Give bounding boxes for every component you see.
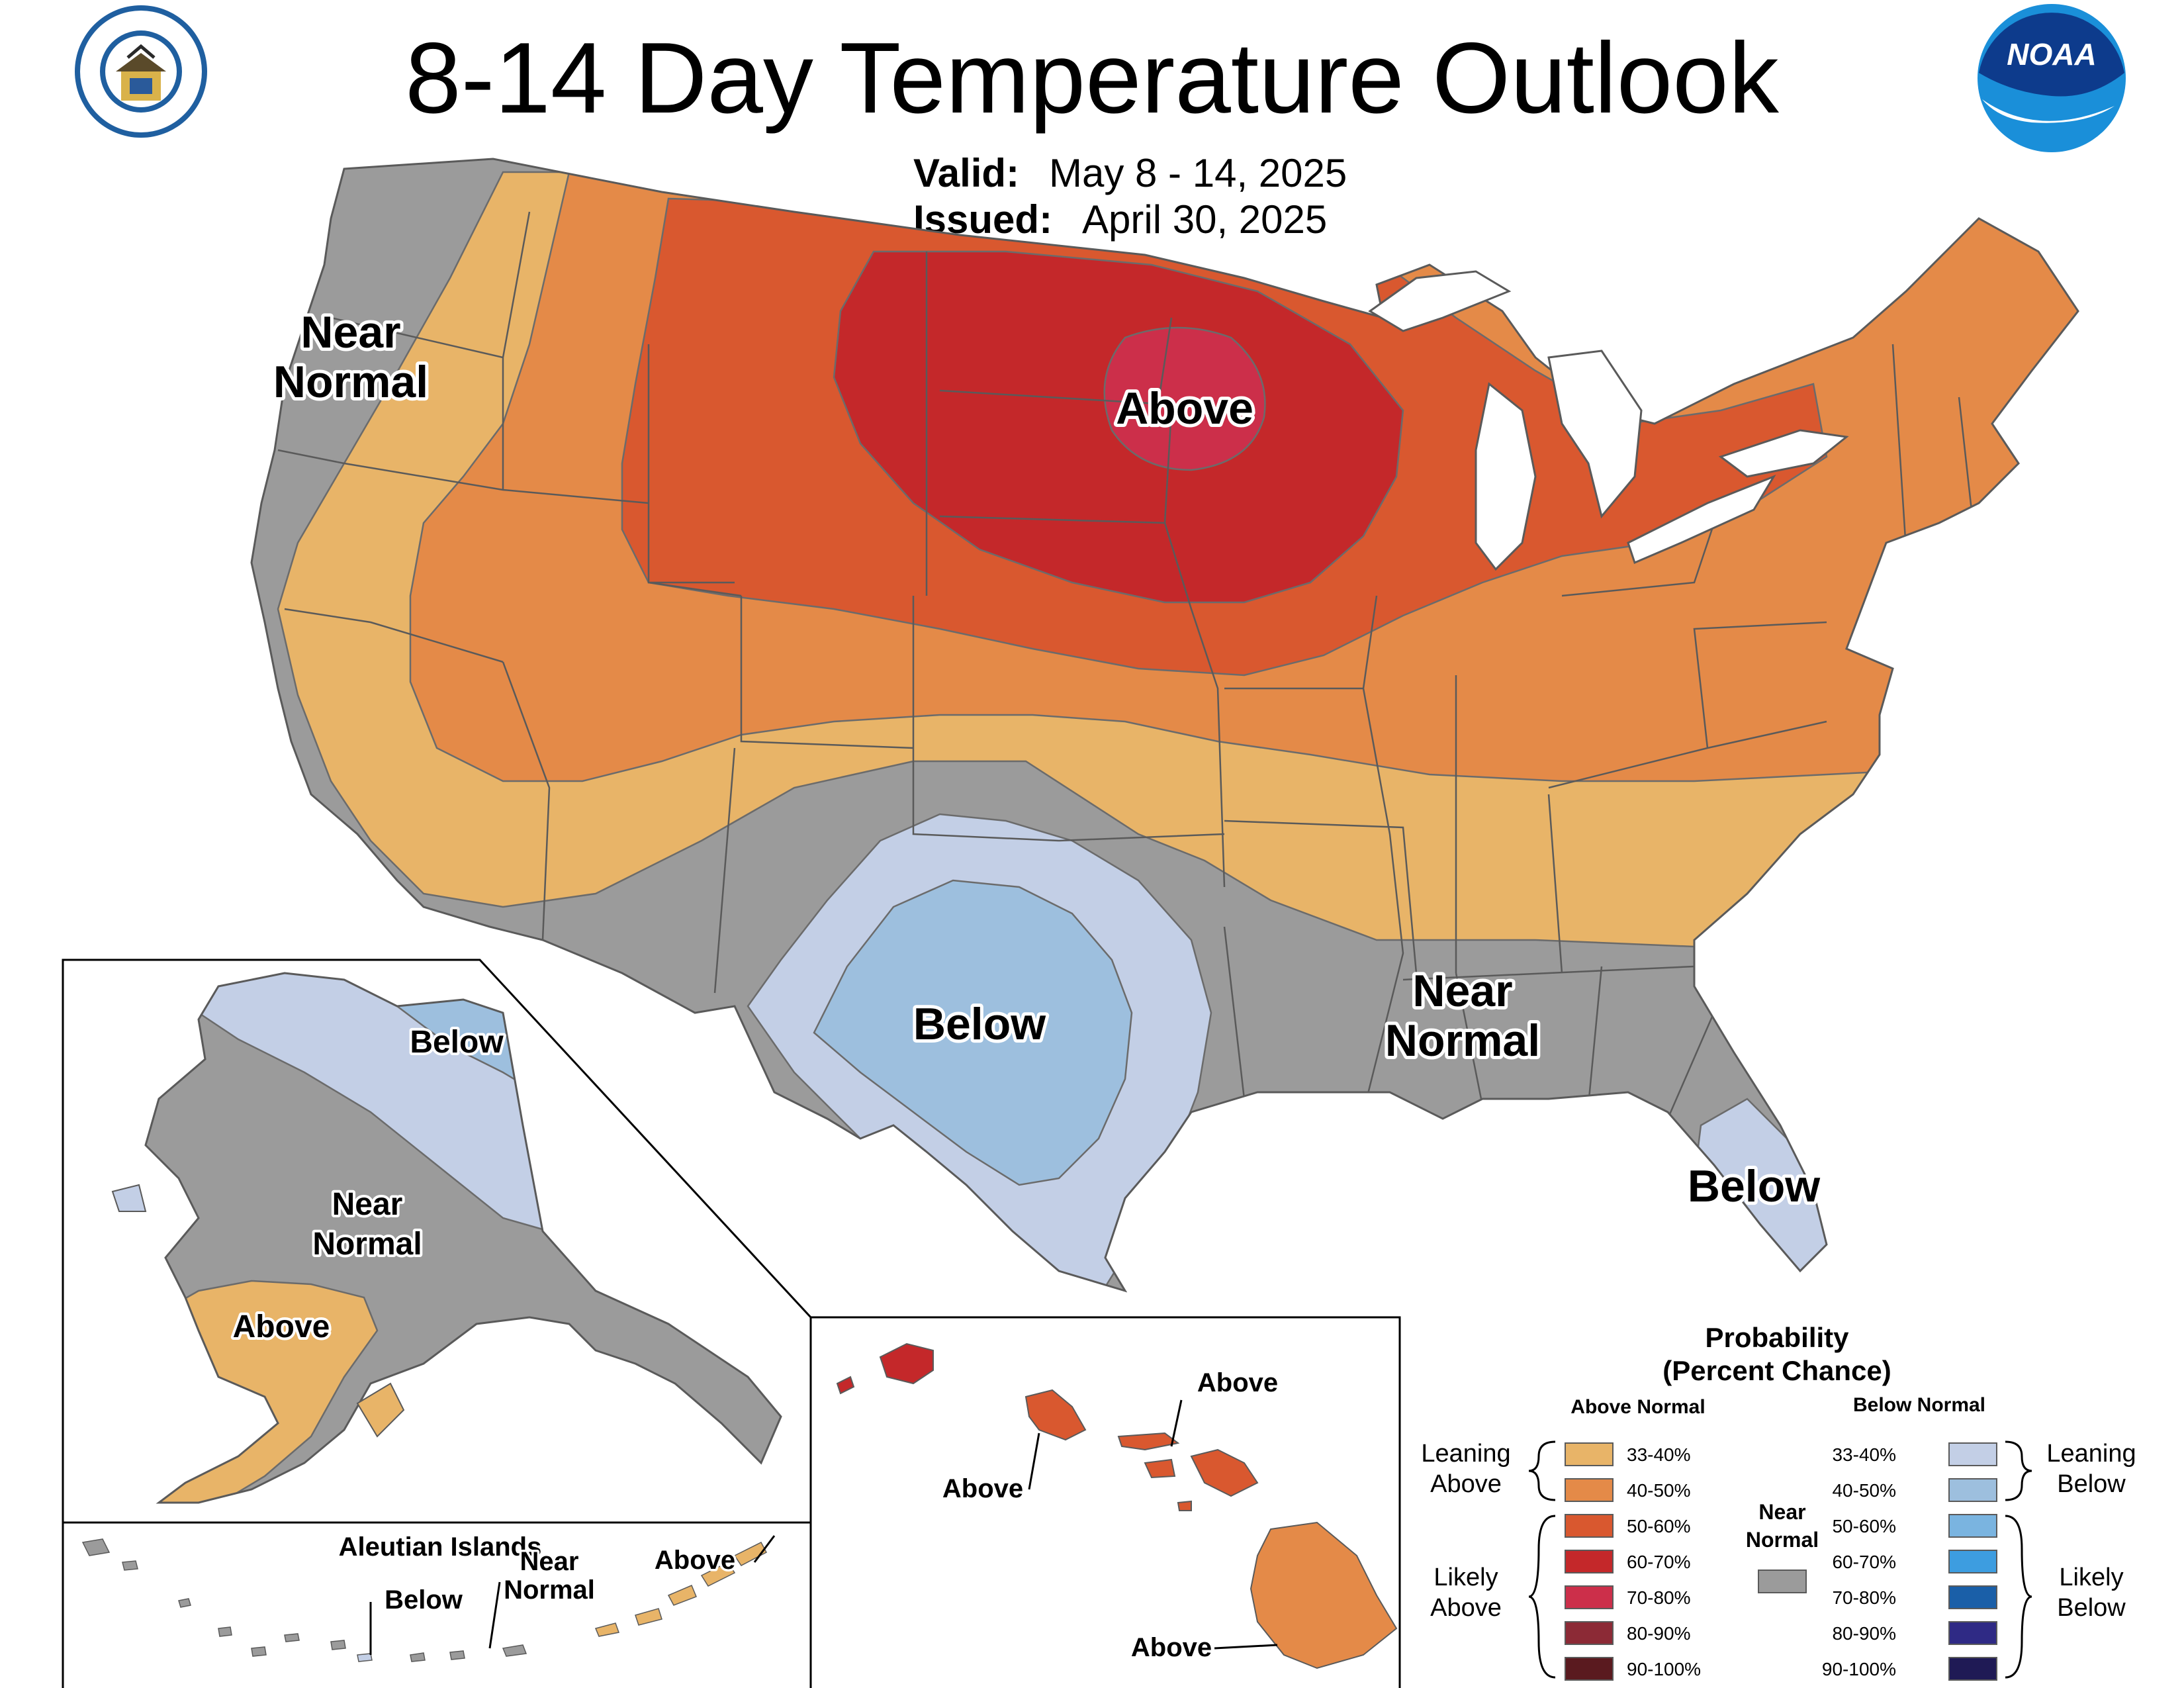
legend-leaning-above-1: Leaning <box>1421 1440 1510 1468</box>
valid-label: Valid: <box>913 151 1019 195</box>
legend-below-row: 70-80% <box>1832 1587 1896 1608</box>
legend-above-row: 40-50% <box>1627 1480 1691 1501</box>
swatch-below-33-40 <box>1948 1442 1997 1466</box>
swatch-below-40-50 <box>1948 1478 1997 1502</box>
issued-date: April 30, 2025 <box>1082 197 1327 242</box>
swatch-above-90-100 <box>1565 1657 1614 1681</box>
legend-below-row: 90-100% <box>1822 1659 1896 1679</box>
label-above-north: Above <box>1116 383 1253 434</box>
great-lakes <box>1368 270 1849 571</box>
legend-leaning-below-1: Leaning <box>2046 1440 2136 1468</box>
label-below-south: Below <box>913 999 1046 1049</box>
label-hawaii-above-big-island: Above <box>1131 1633 1212 1662</box>
legend-below-row: 40-50% <box>1832 1480 1896 1501</box>
legend-below-row: 50-60% <box>1832 1516 1896 1536</box>
legend-above-row: 60-70% <box>1627 1552 1691 1572</box>
swatch-above-60-70 <box>1565 1550 1614 1573</box>
label-hawaii-above-oahu: Above <box>942 1474 1023 1503</box>
label-near-normal-south-1: Near <box>1412 966 1512 1016</box>
hawaii-inset: Above Above Above <box>809 1316 1401 1688</box>
swatch-above-80-90 <box>1565 1621 1614 1645</box>
label-near-normal-south-2: Normal <box>1385 1015 1540 1066</box>
legend-above-header: Above Normal <box>1570 1396 1705 1418</box>
noaa-logo-icon: NOAA <box>1978 4 2126 152</box>
valid-date: May 8 - 14, 2025 <box>1049 151 1347 195</box>
alaska-inset: Below Near Normal Above <box>62 959 812 1524</box>
svg-text:NOAA: NOAA <box>2007 37 2096 71</box>
label-aleutian-above: Above <box>655 1546 735 1575</box>
swatch-below-50-60 <box>1948 1514 1997 1538</box>
label-ak-near-normal-1: Near <box>332 1187 403 1222</box>
legend-near-normal-1: Near <box>1758 1500 1805 1524</box>
department-of-commerce-seal-icon <box>75 5 207 138</box>
label-aleutian-near-normal-1: Near <box>520 1547 579 1576</box>
legend-above-row: 80-90% <box>1627 1623 1691 1644</box>
swatch-below-60-70 <box>1948 1550 1997 1573</box>
legend-above-swatches: 33-40% 40-50% 50-60% 60-70% 70-80% 80-90… <box>1565 1442 1701 1681</box>
swatch-near-normal <box>1758 1570 1807 1593</box>
label-aleutian-below: Below <box>385 1585 463 1615</box>
region-below-40-50 <box>813 879 1133 1186</box>
legend-likely-above-2: Above <box>1430 1594 1502 1622</box>
probability-legend: Probability (Percent Chance) Above Norma… <box>1421 1322 2136 1681</box>
label-ak-above: Above <box>233 1309 330 1344</box>
legend-below-row: 80-90% <box>1832 1623 1896 1644</box>
swatch-above-33-40 <box>1565 1442 1614 1466</box>
legend-near-normal-2: Normal <box>1746 1528 1819 1552</box>
legend-leaning-below-2: Below <box>2057 1470 2126 1498</box>
label-near-normal-west-1: Near <box>300 307 400 357</box>
page-title: 8-14 Day Temperature Outlook <box>405 22 1780 134</box>
legend-above-row: 70-80% <box>1627 1587 1691 1608</box>
legend-below-header: Below Normal <box>1853 1394 1985 1416</box>
legend-below-swatches: 33-40% 40-50% 50-60% 60-70% 70-80% 80-90… <box>1822 1442 1997 1681</box>
swatch-below-80-90 <box>1948 1621 1997 1645</box>
legend-likely-above-1: Likely <box>1433 1564 1498 1591</box>
swatch-below-70-80 <box>1948 1585 1997 1609</box>
label-near-normal-west-2: Normal <box>273 357 428 407</box>
state-boundaries <box>277 211 1974 1119</box>
swatch-below-90-100 <box>1948 1657 1997 1681</box>
legend-below-row: 33-40% <box>1832 1444 1896 1465</box>
swatch-above-40-50 <box>1565 1478 1614 1502</box>
aleutian-title: Aleutian Islands <box>339 1532 542 1562</box>
swatch-above-50-60 <box>1565 1514 1614 1538</box>
aleutian-islands-inset: Aleutian Islands Below Near Normal Abov <box>62 1521 812 1688</box>
label-aleutian-near-normal-2: Normal <box>504 1575 595 1605</box>
legend-above-row: 33-40% <box>1627 1444 1691 1465</box>
legend-likely-below-2: Below <box>2057 1594 2126 1622</box>
legend-likely-below-1: Likely <box>2059 1564 2123 1591</box>
legend-title-1: Probability <box>1705 1322 1849 1353</box>
region-above-70-80 <box>1103 326 1266 471</box>
label-below-florida: Below <box>1688 1161 1821 1211</box>
label-hawaii-above-maui: Above <box>1197 1368 1278 1397</box>
legend-title-2: (Percent Chance) <box>1662 1355 1891 1386</box>
label-ak-below: Below <box>410 1025 504 1060</box>
swatch-above-70-80 <box>1565 1585 1614 1609</box>
legend-below-row: 60-70% <box>1832 1552 1896 1572</box>
legend-above-row: 50-60% <box>1627 1516 1691 1536</box>
label-ak-near-normal-2: Normal <box>312 1227 422 1262</box>
legend-above-row: 90-100% <box>1627 1659 1701 1679</box>
legend-leaning-above-2: Above <box>1430 1470 1502 1498</box>
